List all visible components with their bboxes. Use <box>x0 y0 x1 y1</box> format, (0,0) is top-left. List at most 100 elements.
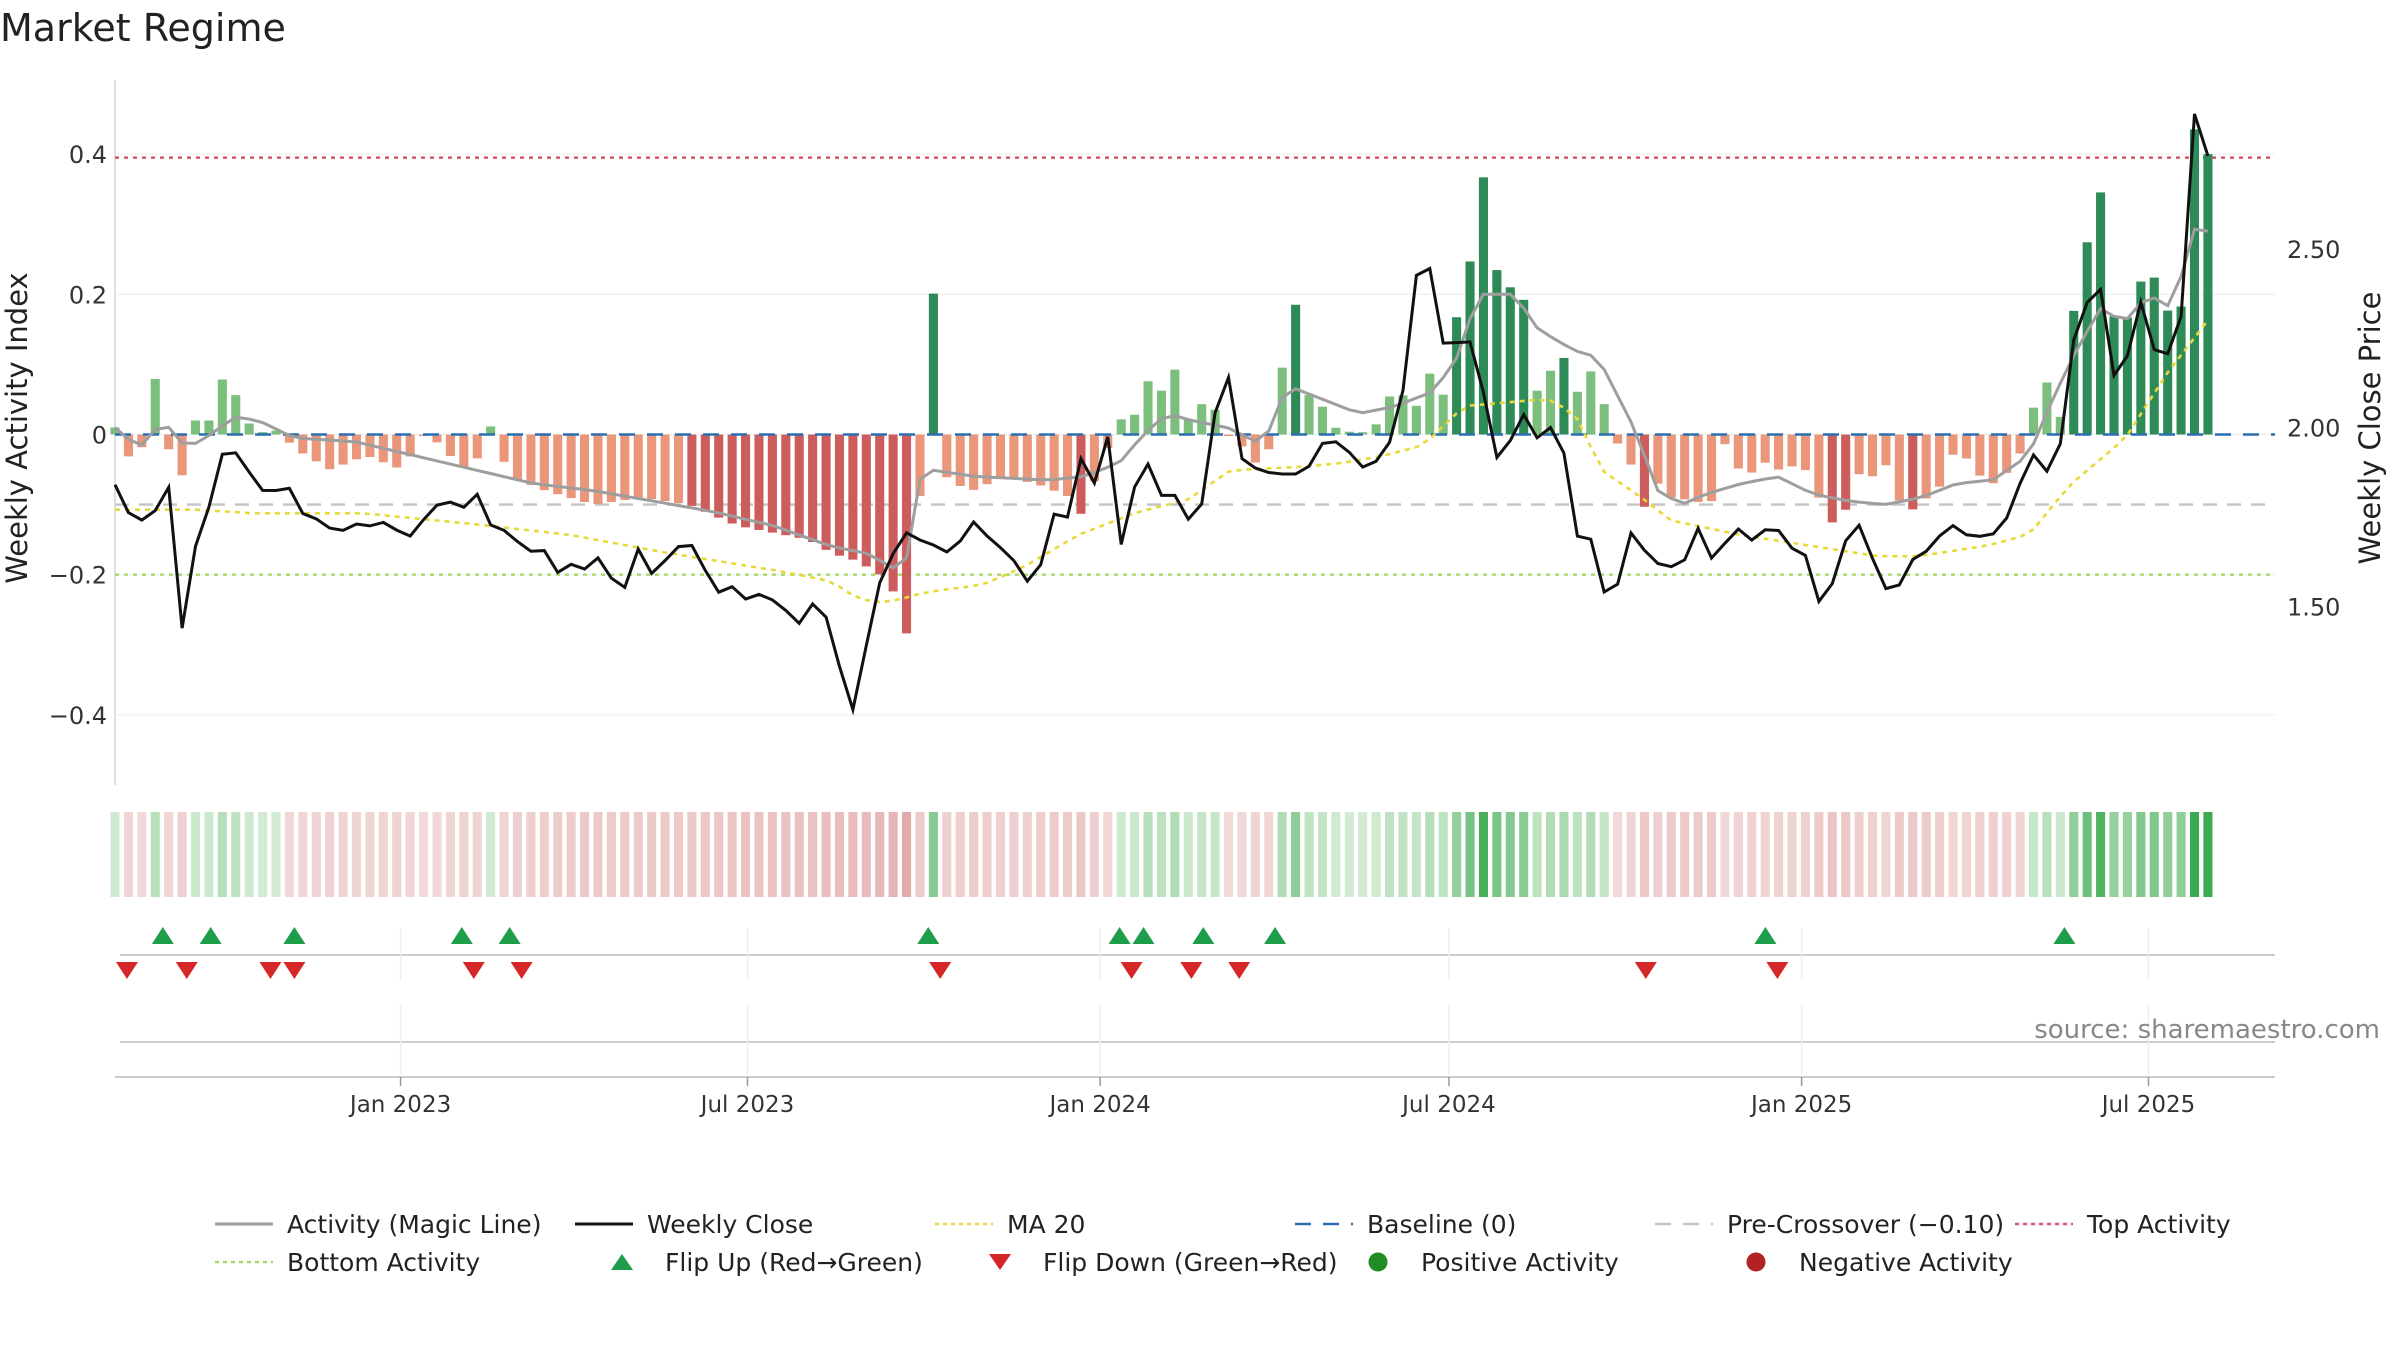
activity-bar <box>231 395 241 435</box>
activity-bar <box>969 434 979 490</box>
regime-strip-cell <box>271 812 281 897</box>
regime-strip-cell <box>902 812 912 897</box>
regime-strip-cell <box>1720 812 1730 897</box>
activity-bar <box>284 434 294 443</box>
regime-strip-cell <box>955 812 965 897</box>
activity-bar <box>271 430 281 435</box>
legend-label: Flip Up (Red→Green) <box>665 1247 923 1277</box>
activity-bar <box>1183 419 1193 435</box>
activity-bar <box>754 434 764 530</box>
regime-strip-cell <box>445 812 455 897</box>
regime-strip-cell <box>647 812 657 897</box>
activity-bar <box>1452 317 1462 435</box>
activity-bar <box>1250 434 1260 463</box>
y-tick-label-right: 2.50 <box>2287 236 2340 264</box>
regime-strip-cell <box>405 812 415 897</box>
regime-strip-cell <box>1452 812 1462 897</box>
regime-strip-cell <box>177 812 187 897</box>
activity-bar <box>1492 270 1502 435</box>
regime-strip-cell <box>1210 812 1220 897</box>
activity-bar <box>1130 414 1140 435</box>
regime-strip-cell <box>2002 812 2012 897</box>
legend-symbol <box>1349 1252 1407 1272</box>
activity-bar <box>1532 390 1542 435</box>
activity-bar <box>1626 434 1636 465</box>
activity-bar <box>1143 381 1153 435</box>
regime-strip-cell <box>700 812 710 897</box>
activity-bar <box>1049 434 1059 491</box>
activity-bar <box>580 434 590 503</box>
activity-bar <box>915 434 925 496</box>
activity-bar <box>875 434 885 575</box>
flip-down-marker <box>259 962 282 979</box>
regime-strip-cell <box>767 812 777 897</box>
regime-strip-cell <box>1935 812 1945 897</box>
activity-bar <box>338 434 348 465</box>
activity-bar <box>2028 407 2039 435</box>
regime-strip-cell <box>1022 812 1032 897</box>
y-axis-label-left: Weekly Activity Index <box>0 272 34 583</box>
activity-bar <box>1344 431 1354 435</box>
activity-bar <box>606 434 616 502</box>
regime-strip-cell <box>258 812 268 897</box>
regime-strip-cell <box>1545 812 1556 897</box>
activity-bar <box>1384 396 1395 435</box>
activity-bar <box>1022 434 1032 482</box>
activity-bar <box>311 434 321 462</box>
regime-strip-cell <box>1961 812 1971 897</box>
regime-strip-cell <box>1411 812 1421 897</box>
regime-strip-cell <box>620 812 630 897</box>
legend-symbol <box>1655 1214 1713 1234</box>
regime-strip-cell <box>1398 812 1408 897</box>
regime-strip-cell <box>1224 812 1234 897</box>
regime-strip-cell <box>1827 812 1837 897</box>
regime-strip-cell <box>1425 812 1435 897</box>
regime-strip-cell <box>1237 812 1247 897</box>
ma20-line <box>115 319 2209 604</box>
regime-strip-cell <box>2069 812 2079 897</box>
activity-bar <box>1760 434 1770 463</box>
regime-strip-cell <box>1049 812 1059 897</box>
activity-bar <box>1572 391 1582 435</box>
legend-symbol <box>2015 1214 2073 1234</box>
activity-bar <box>177 434 187 476</box>
regime-strip-cell <box>137 812 147 897</box>
activity-bar <box>767 434 777 533</box>
activity-bar <box>1398 395 1408 435</box>
regime-strip-cell <box>150 812 160 897</box>
activity-bar <box>1505 287 1515 435</box>
activity-bar <box>123 434 133 457</box>
legend-label: Positive Activity <box>1421 1247 1619 1277</box>
regime-strip-cell <box>1317 812 1327 897</box>
regime-strip-cell <box>2176 812 2186 897</box>
regime-strip-cell <box>1613 812 1623 897</box>
flip-up-marker <box>1264 927 1287 944</box>
source-label: source: sharemaestro.com <box>2034 1015 2380 1045</box>
flip-up-marker <box>498 927 521 944</box>
regime-strip-cell <box>1478 812 1488 897</box>
regime-strip-cell <box>606 812 616 897</box>
legend-label: Flip Down (Green→Red) <box>1043 1247 1338 1277</box>
activity-bar <box>217 379 227 435</box>
legend-item: Weekly Close <box>575 1210 935 1239</box>
activity-bar <box>1921 434 1931 499</box>
flip-up-marker <box>283 927 306 944</box>
activity-bar <box>298 434 308 454</box>
activity-bar <box>660 434 670 502</box>
legend-item: Positive Activity <box>1349 1248 1727 1277</box>
regime-strip-cell <box>1009 812 1019 897</box>
regime-strip-cell <box>378 812 388 897</box>
regime-strip-cell <box>1626 812 1636 897</box>
activity-bar <box>1854 434 1864 475</box>
activity-bar <box>687 434 697 506</box>
activity-bar <box>325 434 335 470</box>
legend-label: Activity (Magic Line) <box>287 1209 542 1239</box>
activity-bar <box>995 434 1006 477</box>
regime-strip-cell <box>2122 812 2132 897</box>
legend-item: Pre-Crossover (−0.10) <box>1655 1210 2015 1239</box>
regime-strip-cell <box>1143 812 1153 897</box>
regime-strip-cell <box>472 812 482 897</box>
activity-bar <box>1465 261 1475 435</box>
flip-down-marker <box>1634 962 1657 979</box>
